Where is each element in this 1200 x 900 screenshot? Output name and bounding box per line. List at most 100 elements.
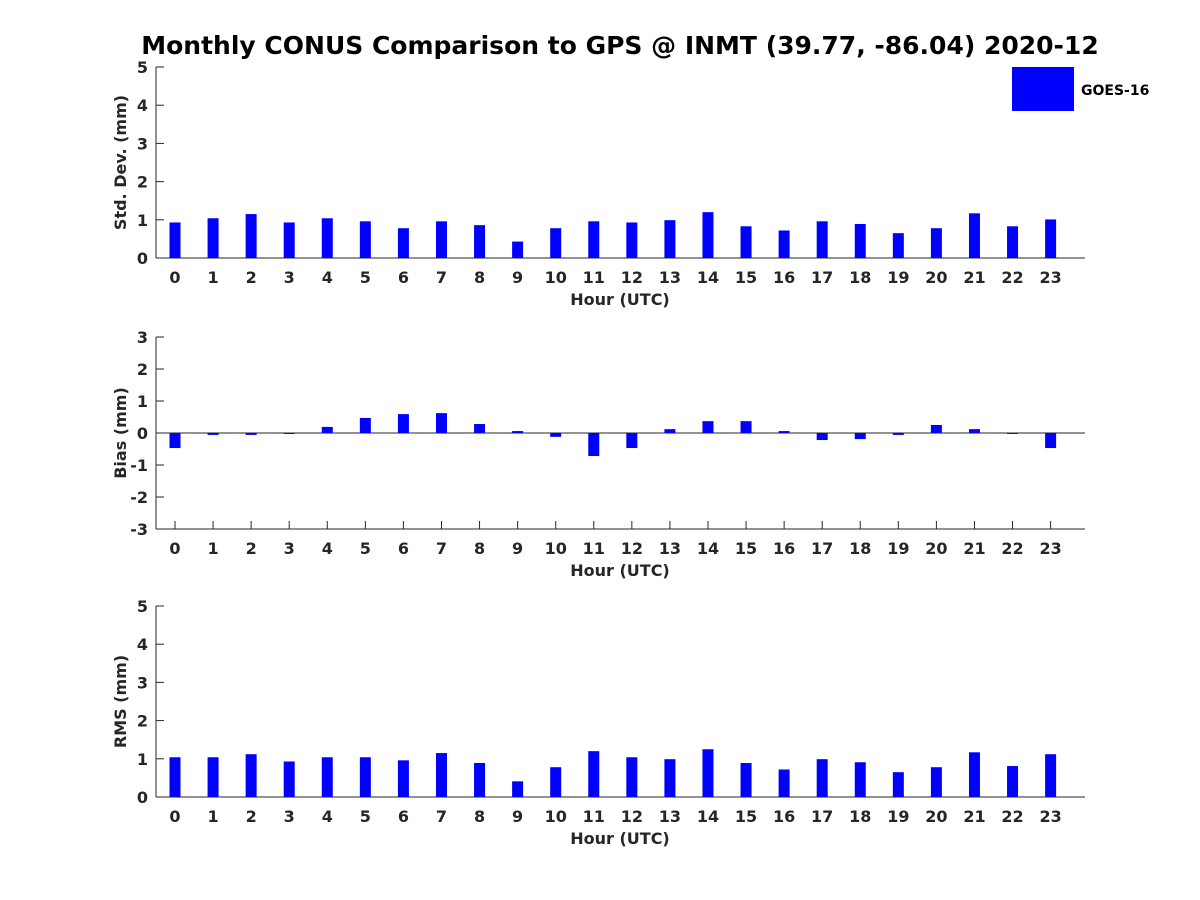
bar-hour-10 — [550, 433, 562, 437]
y-tick-label: 5 — [137, 58, 148, 77]
x-tick-label: 18 — [849, 268, 871, 287]
x-tick-label: 8 — [474, 807, 485, 826]
bar-hour-13 — [664, 429, 676, 433]
x-tick-label: 17 — [811, 268, 833, 287]
bar-hour-6 — [397, 414, 409, 433]
bar-hour-18 — [854, 762, 866, 797]
x-tick-label: 19 — [887, 539, 909, 558]
bar-hour-13 — [664, 220, 676, 258]
bar-hour-8 — [474, 225, 486, 258]
bar-hour-4 — [321, 218, 333, 258]
x-tick-label: 10 — [545, 539, 567, 558]
bar-hour-9 — [512, 781, 524, 797]
x-tick-label: 1 — [207, 268, 218, 287]
y-tick-label: -2 — [130, 488, 148, 507]
bar-hour-2 — [245, 214, 257, 258]
x-tick-label: 23 — [1039, 539, 1061, 558]
y-tick-label: 2 — [137, 360, 148, 379]
x-tick-label: 10 — [545, 268, 567, 287]
x-tick-label: 11 — [583, 807, 605, 826]
bar-hour-11 — [588, 433, 600, 457]
figure-title: Monthly CONUS Comparison to GPS @ INMT (… — [141, 31, 1098, 60]
x-tick-label: 12 — [621, 807, 643, 826]
x-tick-label: 4 — [322, 268, 333, 287]
y-axis-label: Bias (mm) — [111, 387, 130, 479]
y-tick-label: 0 — [137, 424, 148, 443]
x-tick-label: 20 — [925, 807, 947, 826]
bar-hour-22 — [1007, 766, 1019, 797]
bar-hour-18 — [854, 433, 866, 440]
y-tick-label: -3 — [130, 520, 148, 539]
y-tick-label: 1 — [137, 750, 148, 769]
y-tick-label: 0 — [137, 249, 148, 268]
bar-hour-21 — [968, 752, 980, 797]
x-tick-label: 12 — [621, 268, 643, 287]
bar-hour-23 — [1045, 754, 1057, 797]
x-tick-label: 4 — [322, 539, 333, 558]
bar-hour-8 — [474, 424, 486, 433]
x-tick-label: 9 — [512, 539, 523, 558]
bar-hour-14 — [702, 421, 714, 433]
bar-hour-0 — [169, 757, 181, 797]
bar-hour-1 — [207, 757, 219, 797]
x-axis-label: Hour (UTC) — [570, 290, 670, 309]
bar-hour-11 — [588, 751, 600, 797]
x-tick-label: 20 — [925, 268, 947, 287]
bar-hour-14 — [702, 212, 714, 258]
y-tick-label: 2 — [137, 712, 148, 731]
x-tick-label: 19 — [887, 807, 909, 826]
y-tick-label: 4 — [137, 96, 148, 115]
y-tick-label: 3 — [137, 673, 148, 692]
bar-hour-23 — [1045, 433, 1057, 449]
y-tick-label: 4 — [137, 635, 148, 654]
y-tick-label: 1 — [137, 392, 148, 411]
x-tick-label: 23 — [1039, 807, 1061, 826]
x-tick-label: 9 — [512, 807, 523, 826]
bar-hour-22 — [1007, 433, 1019, 434]
y-tick-label: 1 — [137, 211, 148, 230]
bar-hour-15 — [740, 421, 752, 433]
x-tick-label: 8 — [474, 539, 485, 558]
legend-swatch — [1012, 67, 1074, 111]
bar-hour-14 — [702, 749, 714, 797]
x-tick-label: 15 — [735, 268, 757, 287]
x-tick-label: 14 — [697, 539, 719, 558]
x-tick-label: 20 — [925, 539, 947, 558]
bar-hour-19 — [892, 433, 904, 435]
bar-hour-7 — [435, 753, 447, 797]
x-tick-label: 16 — [773, 807, 795, 826]
x-tick-label: 0 — [169, 268, 180, 287]
x-tick-label: 17 — [811, 807, 833, 826]
x-tick-label: 18 — [849, 539, 871, 558]
bar-hour-20 — [930, 228, 942, 258]
x-tick-label: 1 — [207, 539, 218, 558]
bar-hour-6 — [397, 760, 409, 797]
bar-hour-15 — [740, 763, 752, 797]
bar-hour-17 — [816, 221, 828, 258]
x-tick-label: 2 — [246, 539, 257, 558]
x-tick-label: 13 — [659, 539, 681, 558]
x-tick-label: 14 — [697, 807, 719, 826]
x-tick-label: 6 — [398, 539, 409, 558]
x-tick-label: 14 — [697, 268, 719, 287]
x-tick-label: 18 — [849, 807, 871, 826]
x-tick-label: 15 — [735, 539, 757, 558]
x-tick-label: 15 — [735, 807, 757, 826]
x-tick-label: 13 — [659, 807, 681, 826]
y-tick-label: -1 — [130, 456, 148, 475]
x-tick-label: 22 — [1001, 807, 1023, 826]
bar-hour-2 — [245, 433, 257, 435]
x-tick-label: 13 — [659, 268, 681, 287]
x-tick-label: 2 — [246, 807, 257, 826]
bar-hour-15 — [740, 226, 752, 258]
bar-hour-5 — [359, 221, 371, 258]
bar-hour-6 — [397, 228, 409, 258]
x-tick-label: 19 — [887, 268, 909, 287]
x-tick-label: 22 — [1001, 539, 1023, 558]
bar-hour-0 — [169, 433, 181, 449]
x-tick-label: 3 — [284, 268, 295, 287]
bar-hour-3 — [283, 222, 295, 258]
